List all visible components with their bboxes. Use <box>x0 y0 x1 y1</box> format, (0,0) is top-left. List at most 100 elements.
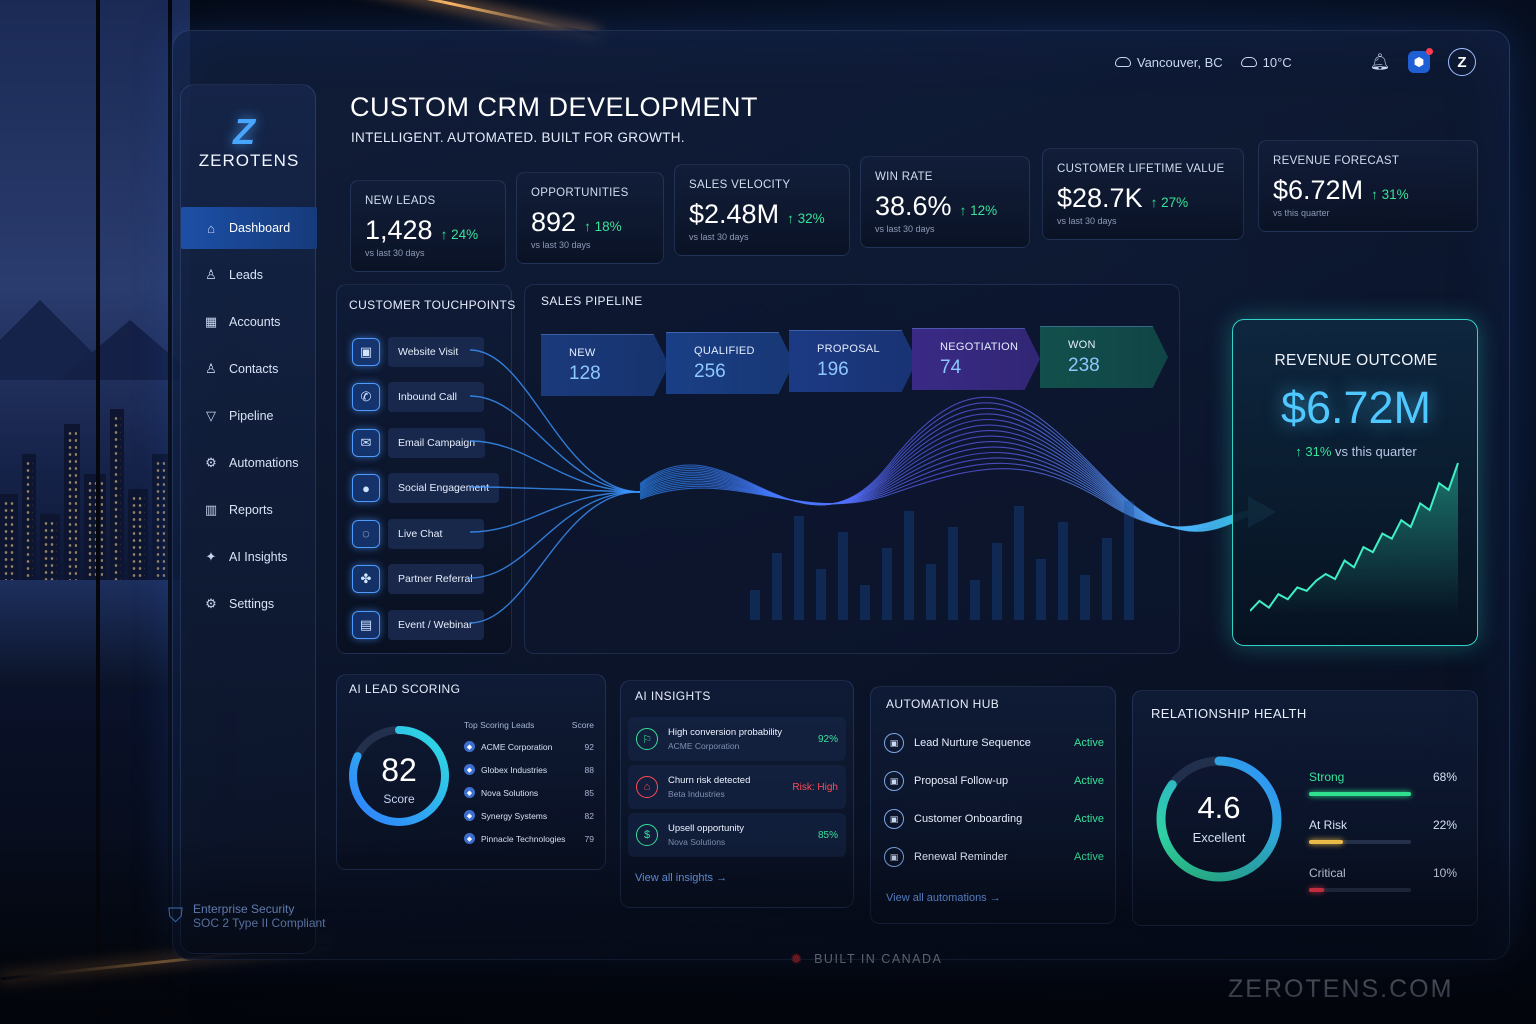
sidebar-item-pipeline[interactable]: ▽ Pipeline <box>181 395 317 437</box>
dollar-icon: $ <box>636 824 658 846</box>
pipeline-stage-negotiation[interactable]: NEGOTIATION 74 <box>912 328 1040 390</box>
pipeline-stage-qualified[interactable]: QUALIFIED 256 <box>666 332 794 394</box>
avatar[interactable]: Z <box>1448 48 1476 76</box>
lead-row[interactable]: ◆ Pinnacle Technologies 79 <box>464 833 594 844</box>
touchpoint-item[interactable]: ● Social Engagement <box>352 470 500 507</box>
health-bar-row: Strong 68% <box>1309 770 1457 784</box>
pipeline-stage-proposal[interactable]: PROPOSAL 196 <box>789 330 917 392</box>
pipeline-stream <box>639 468 1261 528</box>
sidebar-item-label: Pipeline <box>229 409 274 423</box>
kpi-change: ↑ 31% <box>1371 187 1409 202</box>
workflow-icon: ▣ <box>884 771 904 791</box>
top-leads-header: Top Scoring Leads Score <box>464 720 594 730</box>
touchpoint-stream <box>470 349 641 493</box>
cloud-icon <box>1114 57 1131 67</box>
user-icon: ♙ <box>205 267 217 282</box>
sidebar-item-accounts[interactable]: ▦ Accounts <box>181 301 317 343</box>
pipeline-stage-won[interactable]: WON 238 <box>1040 326 1168 388</box>
lock-icon: ⌂ <box>636 776 658 798</box>
automation-name: Customer Onboarding <box>914 813 1023 825</box>
kpi-card[interactable]: CUSTOMER LIFETIME VALUE $28.7K ↑ 27% vs las… <box>1042 148 1244 240</box>
touchpoint-stream <box>470 440 641 493</box>
insight-item[interactable]: ⌂ Churn risk detected Beta Industries Risk:… <box>628 765 846 809</box>
lead-score: 92 <box>584 741 594 752</box>
kpi-card[interactable]: WIN RATE 38.6% ↑ 12% vs last 30 days <box>860 156 1030 248</box>
insight-subject: ACME Corporation <box>668 741 740 751</box>
city-building <box>882 548 892 620</box>
kpi-value-row: 1,428 ↑ 24% <box>365 215 491 246</box>
lead-row[interactable]: ◆ Synergy Systems 82 <box>464 810 594 821</box>
company-icon: ◆ <box>464 787 475 798</box>
kpi-card[interactable]: OPPORTUNITIES 892 ↑ 18% vs last 30 days <box>516 172 664 264</box>
lead-name: Pinnacle Technologies <box>481 833 566 844</box>
browser-icon: ▣ <box>352 337 380 366</box>
view-all-automations-link[interactable]: View all automations → <box>886 892 1001 904</box>
kpi-change: ↑ 18% <box>584 219 622 234</box>
kpi-note: vs last 30 days <box>1057 216 1117 226</box>
sidebar-item-dashboard[interactable]: ⌂ Dashboard <box>181 207 317 249</box>
sidebar-item-label: Leads <box>229 268 264 282</box>
health-bar-label: Critical <box>1309 866 1346 880</box>
kpi-card[interactable]: NEW LEADS 1,428 ↑ 24% vs last 30 days <box>350 180 506 272</box>
lead-row[interactable]: ◆ ACME Corporation 92 <box>464 741 594 752</box>
sidebar-item-reports[interactable]: ▥ Reports <box>181 489 317 531</box>
touchpoint-stream <box>470 491 641 533</box>
health-bar-critical: Critical 10% <box>1309 866 1457 892</box>
automation-item[interactable]: ▣ Proposal Follow-up Active <box>884 771 1104 791</box>
health-bar-track <box>1309 888 1411 892</box>
kpi-value-row: $28.7K ↑ 27% <box>1057 183 1229 214</box>
sidebar-item-contacts[interactable]: ♙ Contacts <box>181 348 317 390</box>
lead-row[interactable]: ◆ Nova Solutions 85 <box>464 787 594 798</box>
automation-item[interactable]: ▣ Customer Onboarding Active <box>884 809 1104 829</box>
ring-progress <box>349 726 449 826</box>
touchpoint-item[interactable]: ✤ Partner Referral <box>352 561 499 598</box>
touchpoint-stream <box>470 491 641 624</box>
kpi-card[interactable]: REVENUE FORECAST $6.72M ↑ 31% vs this quart… <box>1258 140 1478 232</box>
sidebar-item-automations[interactable]: ⚙ Automations <box>181 442 317 484</box>
kpi-card[interactable]: SALES VELOCITY $2.48M ↑ 32% vs last 30 days <box>674 164 850 256</box>
view-all-insights-link[interactable]: View all insights → <box>635 872 728 884</box>
sidebar-item-ai-insights[interactable]: ✦ AI Insights <box>181 536 317 578</box>
company-icon: ◆ <box>464 810 475 821</box>
insight-item[interactable]: ⚐ High conversion probability ACME Corpora… <box>628 717 846 761</box>
sidebar-item-settings[interactable]: ⚙ Settings <box>181 583 317 625</box>
insight-value: Risk: High <box>792 781 838 793</box>
kpi-label: WIN RATE <box>875 171 933 183</box>
lead-row[interactable]: ◆ Globex Industries 88 <box>464 764 594 775</box>
cube-icon[interactable]: ⬢ <box>1408 48 1433 73</box>
bell-icon[interactable]: 🔔︎ <box>1369 54 1390 71</box>
city-building <box>926 564 936 620</box>
company-icon: ◆ <box>464 741 475 752</box>
insight-item[interactable]: $ Upsell opportunity Nova Solutions 85% <box>628 813 846 857</box>
automation-item[interactable]: ▣ Lead Nurture Sequence Active <box>884 733 1104 753</box>
city-building <box>992 543 1002 620</box>
gears-icon: ⚙ <box>205 455 217 470</box>
top-leads-score-header: Score <box>571 720 594 730</box>
sidebar-item-label: Automations <box>229 456 299 470</box>
health-score-label: Excellent <box>1192 830 1246 845</box>
revenue-trend-chart <box>1250 462 1459 615</box>
touchpoint-item[interactable]: ◌ Live Chat <box>352 515 499 552</box>
touchpoint-label: Email Campaign <box>388 427 486 458</box>
city-building <box>1036 559 1046 620</box>
company-icon: ◆ <box>464 764 475 775</box>
health-bar-label: At Risk <box>1309 818 1348 832</box>
touchpoint-item[interactable]: ▤ Event / Webinar <box>352 606 499 643</box>
built-in-canada-text: BUILT IN CANADA <box>814 952 943 966</box>
automation-item[interactable]: ▣ Renewal Reminder Active <box>884 847 1104 867</box>
touchpoint-item[interactable]: ✆ Inbound Call <box>352 379 499 416</box>
health-bar-fill <box>1309 840 1343 844</box>
cloud-icon <box>1240 57 1257 67</box>
handshake-icon: ✤ <box>352 565 380 593</box>
pipeline-stream <box>639 408 1261 531</box>
security-line-1: Enterprise Security <box>193 902 295 916</box>
touchpoint-item[interactable]: ✉ Email Campaign <box>352 424 499 461</box>
pipeline-stream <box>639 462 1261 528</box>
pipeline-stage-count: 74 <box>940 357 962 378</box>
touchpoint-item[interactable]: ▣ Website Visit <box>352 333 499 370</box>
sidebar-item-leads[interactable]: ♙ Leads <box>181 254 317 296</box>
kpi-label: REVENUE FORECAST <box>1273 155 1400 167</box>
city-building <box>948 527 958 620</box>
pipeline-stage-count: 128 <box>569 363 601 384</box>
pipeline-stage-new[interactable]: NEW 128 <box>541 334 669 396</box>
